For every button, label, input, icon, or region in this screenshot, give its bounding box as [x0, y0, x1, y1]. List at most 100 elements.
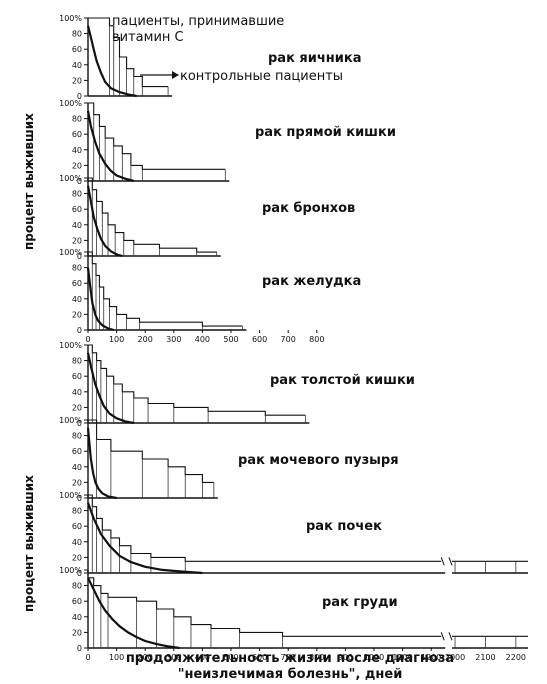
x-tick-label-tail: 2100 [475, 653, 495, 662]
series-control [86, 25, 137, 98]
y-tick-label: 20 [72, 403, 82, 412]
y-tick-label: 60 [72, 205, 82, 214]
x-axis-label-line2: "неизлечимая болезнь", дней [178, 667, 403, 682]
series-vitamin-c [88, 577, 442, 637]
x-tick-label: 300 [166, 653, 181, 662]
y-tick-label: 80 [72, 432, 82, 441]
y-tick-label: 60 [72, 522, 82, 531]
y-tick-label: 80 [72, 30, 82, 39]
series-vitamin-c [88, 17, 169, 88]
y-tick-label: 20 [72, 478, 82, 487]
x-tick-label: 0 [85, 653, 90, 662]
panel-title: рак яичника [268, 51, 362, 66]
panel-title: рак бронхов [262, 201, 355, 216]
axis-break-mark [440, 557, 445, 566]
panel-3: 100% 80 60 40 20 0 рак бронхов [59, 174, 355, 261]
y-tick-label: 80 [72, 357, 82, 366]
series-vitamin-c [88, 419, 214, 483]
y-tick-label: 40 [72, 388, 82, 397]
y-tick-label: 100% [59, 566, 82, 575]
x-tick-label: 700 [281, 335, 296, 344]
x-tick-label: 500 [223, 335, 238, 344]
y-tick-label: 40 [72, 463, 82, 472]
x-tick-label: 1000 [364, 653, 384, 662]
y-tick-label: 20 [72, 553, 82, 562]
y-tick-label: 0 [77, 252, 82, 261]
annotation-vitamin-c-line2: витамин С [112, 30, 184, 45]
series-control [86, 427, 117, 500]
y-tick-label: 60 [72, 372, 82, 381]
panel-title: рак груди [322, 595, 398, 610]
x-tick-label: 400 [195, 653, 210, 662]
series-control [86, 352, 135, 425]
y-axis-label-lower: процент выживших [22, 475, 36, 612]
y-tick-label: 20 [72, 236, 82, 245]
annotation-controls: контрольные пациенты [180, 69, 343, 84]
panel-title: рак толстой кишки [270, 373, 415, 388]
y-tick-label: 100% [59, 341, 82, 350]
x-tick-label: 0 [85, 335, 90, 344]
y-tick-label: 0 [77, 494, 82, 503]
series-vitamin-c [88, 102, 226, 170]
series-control [86, 502, 203, 575]
x-tick-label: 600 [252, 653, 267, 662]
y-tick-label: 0 [77, 177, 82, 186]
y-tick-label: 0 [77, 569, 82, 578]
y-tick-label: 100% [59, 491, 82, 500]
x-tick-label: 100 [109, 653, 124, 662]
y-tick-label: 80 [72, 507, 82, 516]
panel-title: рак желудка [262, 274, 361, 289]
y-tick-label: 80 [72, 115, 82, 124]
x-tick-label: 800 [309, 653, 324, 662]
y-tick-label: 20 [72, 76, 82, 85]
axis-break-mark [448, 557, 453, 566]
x-tick-label: 200 [138, 335, 153, 344]
y-tick-label: 80 [72, 582, 82, 591]
y-tick-label: 40 [72, 295, 82, 304]
y-tick-label: 20 [72, 161, 82, 170]
x-tick-label: 800 [309, 335, 324, 344]
y-tick-label: 40 [72, 613, 82, 622]
y-tick-label: 60 [72, 279, 82, 288]
panel-5: 100% 80 60 40 20 0 рак толстой кишки [59, 341, 415, 428]
x-tick-label: 400 [195, 335, 210, 344]
series-control [86, 110, 135, 183]
series-vitamin-c [88, 344, 306, 416]
y-tick-label: 40 [72, 146, 82, 155]
y-tick-label: 100% [59, 14, 82, 23]
panel-6: 100% 80 60 40 20 0 рак мочевого пузыря [59, 416, 398, 503]
y-tick-label: 60 [72, 597, 82, 606]
y-tick-label: 60 [72, 130, 82, 139]
x-tick-label-tail: 2200 [506, 653, 526, 662]
panel-7: 100% 80 60 40 20 0 рак почек [59, 491, 528, 578]
panel-title: рак почек [306, 519, 382, 534]
y-tick-label: 20 [72, 628, 82, 637]
y-tick-label: 100% [59, 99, 82, 108]
series-vitamin-c [88, 177, 217, 253]
x-tick-label-tail: 2000 [445, 653, 465, 662]
axis-break-mark [440, 632, 445, 641]
series-vitamin-c [88, 494, 442, 562]
annotation-control-arrowhead [172, 71, 179, 79]
y-axis-label-upper: процент выживших [22, 113, 36, 250]
x-tick-label: 1200 [421, 653, 441, 662]
y-tick-label: 40 [72, 61, 82, 70]
x-tick-label: 500 [223, 653, 238, 662]
annotation-vitamin-c-line1: пациенты, принимавшие [112, 14, 284, 29]
series-control [87, 577, 180, 650]
panel-title: рак мочевого пузыря [238, 453, 399, 468]
x-tick-label: 600 [252, 335, 267, 344]
y-tick-label: 0 [77, 644, 82, 653]
y-tick-label: 80 [72, 190, 82, 199]
y-tick-label: 100% [59, 248, 82, 257]
x-tick-label: 300 [166, 335, 181, 344]
y-tick-label: 40 [72, 538, 82, 547]
series-control [86, 185, 123, 258]
y-tick-label: 60 [72, 45, 82, 54]
x-tick-label: 900 [338, 653, 353, 662]
series-control [86, 267, 114, 332]
